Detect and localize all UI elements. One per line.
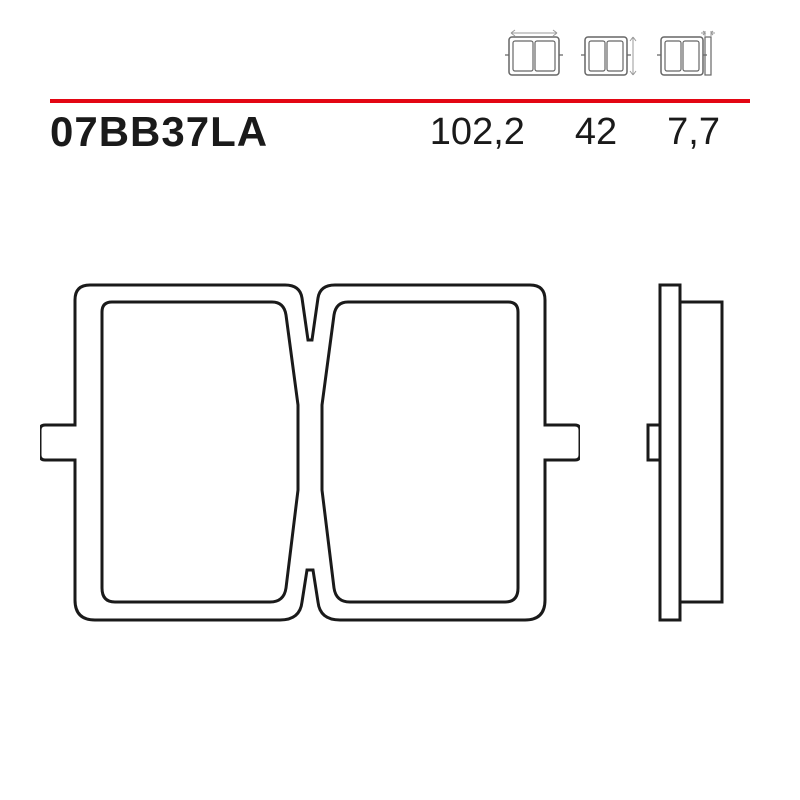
divider-line	[50, 90, 750, 94]
product-spec-sheet: 07BB37LA 102,2 42 7,7	[0, 0, 800, 800]
dimensions-group: 102,2 42 7,7	[430, 111, 750, 154]
thickness-indicator-icon	[657, 25, 715, 77]
spec-row: 07BB37LA 102,2 42 7,7	[50, 108, 750, 156]
technical-diagram	[40, 210, 760, 740]
dimension-height: 42	[575, 111, 617, 154]
front-view-drawing	[40, 230, 580, 670]
width-indicator-icon	[505, 25, 563, 77]
side-view-drawing	[640, 230, 750, 670]
dimension-thickness: 7,7	[667, 111, 720, 154]
height-indicator-icon	[581, 25, 639, 77]
dimension-width: 102,2	[430, 111, 525, 154]
part-number: 07BB37LA	[50, 108, 268, 156]
dimension-indicator-icons	[505, 25, 715, 77]
